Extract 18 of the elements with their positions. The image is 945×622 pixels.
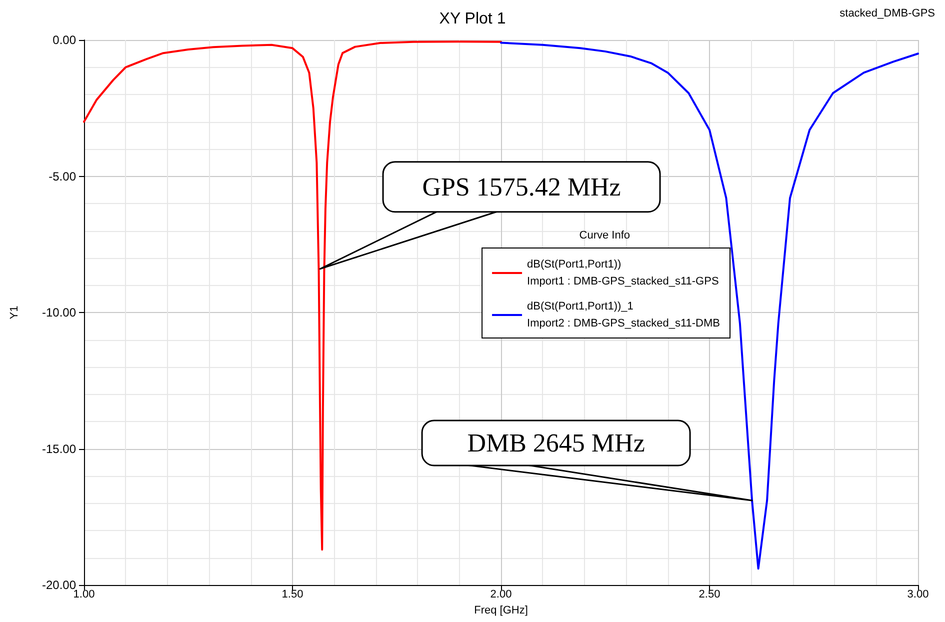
annotation: DMB 2645 MHz (467, 428, 645, 458)
x-tick-label: 2.50 (698, 588, 720, 600)
x-axis-title: Freq [GHz] (474, 604, 528, 616)
legend-title: Curve Info (579, 230, 630, 242)
y-tick-label: 0.00 (52, 33, 76, 47)
x-tick-label: 1.50 (282, 588, 304, 600)
legend-label: dB(St(Port1,Port1)) Import1 : DMB-GPS_stacked_s11-GPS (527, 258, 719, 288)
x-tick-label: 2.00 (490, 588, 512, 600)
legend-label: dB(St(Port1,Port1))_1 Import2 : DMB-GPS_stacked_s11-DMB (527, 300, 720, 330)
y-axis-title: Y1 (8, 306, 20, 320)
annotation: GPS 1575.42 MHz (422, 172, 621, 202)
chart-title: XY Plot 1 (439, 10, 506, 28)
x-tick-label: 1.00 (73, 588, 95, 600)
y-tick-label: -15.00 (42, 442, 76, 456)
text: stacked_DMB-GPS (840, 8, 936, 20)
y-tick-label: -10.00 (42, 306, 76, 320)
y-tick-label: -5.00 (48, 169, 76, 184)
x-tick-label: 3.00 (907, 588, 929, 600)
